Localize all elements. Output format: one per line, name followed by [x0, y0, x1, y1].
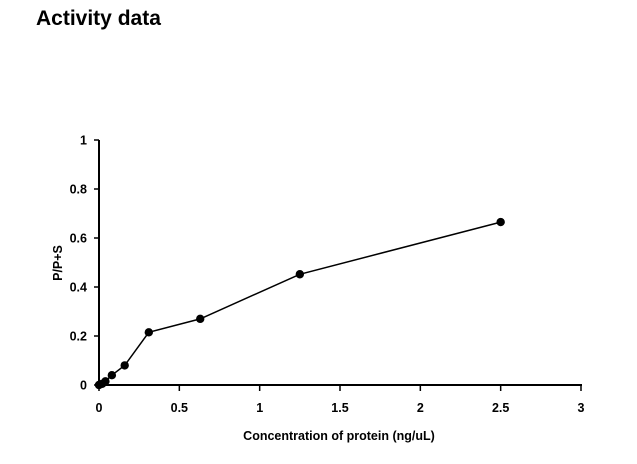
- y-tick-label: 0: [80, 379, 87, 393]
- data-point: [295, 270, 305, 279]
- y-tick-label: 0.2: [70, 330, 87, 344]
- page-title: Activity data: [36, 7, 161, 30]
- x-tick-label: 0: [96, 401, 103, 415]
- data-point: [101, 377, 110, 386]
- data-point: [107, 371, 117, 380]
- y-tick-label: 0.6: [70, 232, 87, 246]
- chart-tick-labels: 0 0.2 0.4 0.6 0.8 1 0 0.5 1 1.5 2 2.5 3: [70, 134, 585, 416]
- data-point: [196, 314, 205, 324]
- y-axis-label: P/P+S: [51, 245, 65, 281]
- data-point: [120, 361, 129, 370]
- data-point: [144, 328, 154, 337]
- x-tick-label: 3: [578, 401, 585, 415]
- y-tick-label: 1: [80, 134, 87, 148]
- x-tick-label: 2: [417, 401, 424, 415]
- chart-ticks: [94, 139, 582, 391]
- series-line: [98, 221, 501, 386]
- x-tick-label: 2.5: [492, 401, 509, 415]
- x-tick-label: 0.5: [171, 401, 188, 415]
- y-tick-label: 0.8: [70, 183, 87, 197]
- data-point: [496, 217, 505, 227]
- x-tick-label: 1: [256, 401, 263, 415]
- x-tick-label: 1.5: [331, 401, 348, 415]
- chart-plot-area: [94, 217, 505, 390]
- y-tick-label: 0.4: [70, 281, 87, 295]
- chart-axes: [98, 140, 582, 386]
- x-axis-label: Concentration of protein (ng/uL): [243, 429, 435, 443]
